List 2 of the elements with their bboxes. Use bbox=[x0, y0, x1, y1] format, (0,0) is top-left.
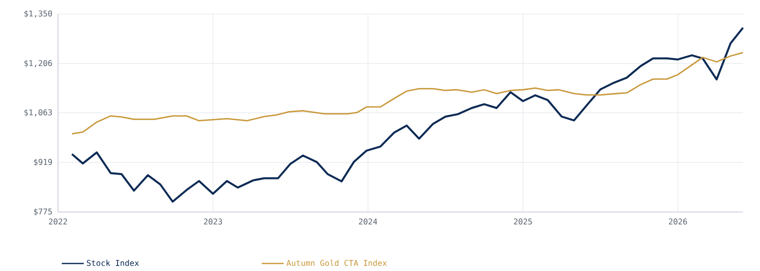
line-series bbox=[71, 52, 744, 134]
line-series bbox=[70, 26, 744, 202]
